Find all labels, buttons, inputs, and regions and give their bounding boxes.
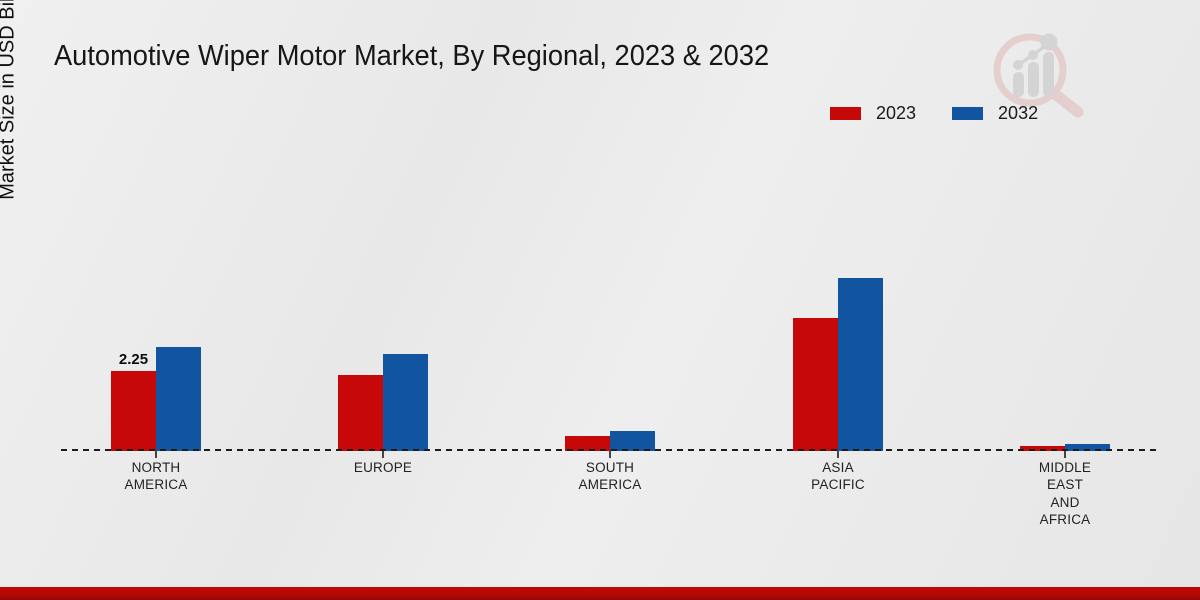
bar-value-label: 2.25	[118, 350, 149, 368]
category-label-line: AND	[1050, 494, 1080, 510]
category-label-line: ASIA	[822, 460, 854, 475]
bar-2032-asia-pacific	[838, 277, 883, 451]
legend-label-2032: 2032	[998, 103, 1039, 123]
y-axis-label: Market Size in USD Billion	[0, 0, 19, 200]
plot-area: 2.25	[61, 0, 1160, 458]
legend-label-2023: 2023	[876, 103, 917, 123]
x-axis-tick-europe	[382, 451, 384, 458]
category-label-line: AMERICA	[578, 477, 642, 493]
category-label-line: EUROPE	[353, 460, 413, 475]
brand-logo-watermark	[993, 33, 1084, 118]
bar-2032-north-america	[156, 347, 201, 451]
chart-title: Automotive Wiper Motor Market, By Region…	[54, 40, 770, 72]
x-axis-tick-asia-pacific	[837, 451, 839, 458]
x-axis-dashed-baseline	[61, 449, 1160, 451]
category-label-line: PACIFIC	[811, 477, 865, 493]
x-axis-tick-south-america	[609, 451, 611, 458]
category-label-line: NORTH	[131, 460, 181, 475]
bar-2023-asia-pacific	[793, 317, 838, 451]
bar-2023-north-america	[111, 370, 156, 451]
magnifier-circle-icon	[993, 33, 1067, 107]
category-label-europe: EUROPE	[313, 459, 453, 476]
legend-swatch-2032	[952, 107, 984, 120]
bar-2032-middle-east-and-africa	[1065, 444, 1110, 451]
bar-2023-middle-east-and-africa	[1020, 445, 1065, 451]
bar-2023-europe	[338, 374, 383, 451]
footer-accent-strip	[0, 587, 1200, 600]
x-axis-tick-middle-east-and-africa	[1064, 451, 1066, 458]
bar-2023-south-america	[565, 436, 610, 451]
legend-item-2023: 2023	[830, 103, 916, 124]
legend-swatch-2023	[830, 107, 861, 120]
category-label-asia-pacific: ASIA PACIFIC	[768, 459, 908, 494]
legend: 2023 2032	[830, 103, 1060, 124]
category-label-line: MIDDLE	[1038, 460, 1092, 475]
magnifier-handle-icon	[1049, 88, 1084, 118]
category-label-south-america: SOUTH AMERICA	[540, 459, 680, 494]
category-label-line: AFRICA	[1039, 511, 1091, 527]
category-label-line: AMERICA	[124, 477, 188, 493]
bar-2032-europe	[383, 353, 428, 451]
category-label-middle-east-and-africa: MIDDLE EAST AND AFRICA	[995, 459, 1135, 528]
bar-2032-south-america	[610, 431, 655, 451]
legend-item-2032: 2032	[952, 103, 1038, 124]
category-label-line: EAST	[1046, 477, 1084, 493]
category-label-north-america: NORTH AMERICA	[86, 459, 226, 494]
category-label-line: SOUTH	[585, 460, 635, 475]
x-axis-tick-north-america	[155, 451, 157, 458]
